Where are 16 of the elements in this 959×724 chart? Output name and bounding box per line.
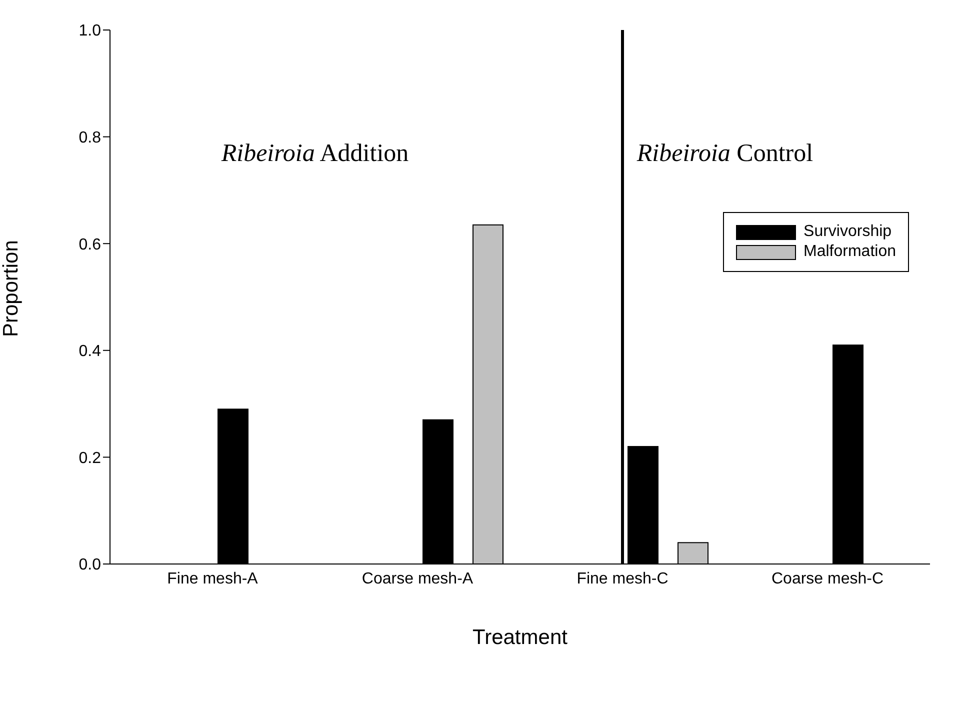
y-tick-label: 0.0 — [78, 556, 102, 574]
x-tick-label: Fine mesh-A — [167, 570, 258, 588]
y-tick-label: 1.0 — [78, 22, 102, 40]
legend-label: Malformation — [804, 243, 896, 261]
x-tick-label: Coarse mesh-A — [362, 570, 474, 588]
y-axis-title: Proportion — [0, 240, 22, 337]
legend-label: Survivorship — [804, 223, 892, 241]
y-tick-label: 0.8 — [78, 129, 102, 146]
annotation: Ribeiroia Addition — [220, 140, 410, 168]
x-tick-label: Fine mesh-C — [576, 570, 668, 588]
x-axis-title: Treatment — [472, 626, 568, 649]
y-tick-label: 0.2 — [78, 450, 102, 467]
annotation: Ribeiroia Control — [636, 140, 814, 168]
x-tick-label: Coarse mesh-C — [771, 570, 884, 588]
y-tick-label: 0.6 — [78, 236, 102, 254]
y-tick-label: 0.4 — [78, 343, 102, 360]
